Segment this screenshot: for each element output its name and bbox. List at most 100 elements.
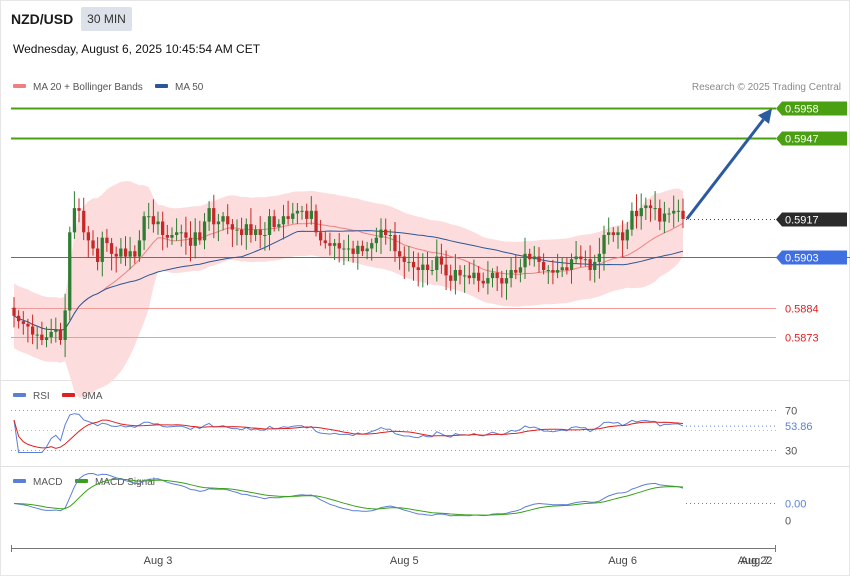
candle	[109, 238, 114, 271]
level-tags: 0.5958 0.5947 0.5917 0.5903 0.5884 0.5873	[776, 101, 847, 345]
rsi-ma-line	[13, 419, 684, 449]
candle-body	[546, 270, 550, 271]
candle	[439, 243, 444, 274]
candle	[156, 211, 160, 235]
candle	[267, 209, 272, 251]
candle	[416, 252, 420, 287]
candle-body	[616, 232, 620, 235]
date-label: Aug 6	[608, 555, 637, 567]
candle-body	[393, 235, 397, 252]
timeframe-badge[interactable]	[81, 7, 132, 31]
candle-body	[105, 237, 109, 244]
candle	[86, 226, 90, 258]
candle-body	[82, 210, 86, 233]
candle-body	[583, 259, 588, 261]
macd-value-label: 0.00	[785, 499, 806, 511]
candle-body	[77, 208, 81, 211]
candle	[667, 207, 671, 223]
candle	[611, 227, 615, 242]
candle-body	[300, 210, 304, 212]
candle	[142, 211, 146, 250]
legend-label-macd-signal: MACD Signal	[95, 477, 155, 488]
candle	[630, 202, 634, 236]
candle-body	[147, 216, 151, 218]
candle	[500, 270, 504, 298]
candle	[212, 194, 216, 239]
candle-body	[295, 210, 300, 214]
candle	[644, 197, 648, 220]
candle	[96, 237, 100, 271]
candle-body	[625, 229, 629, 241]
candle	[77, 198, 81, 223]
candle-body	[472, 272, 476, 279]
candle-body	[681, 210, 685, 219]
candle-body	[58, 329, 63, 340]
candle	[114, 246, 118, 273]
candle	[105, 228, 109, 252]
candle	[119, 238, 123, 264]
candle-body	[244, 224, 248, 235]
candle	[309, 196, 313, 225]
level-tag-label: 0.5958	[785, 104, 819, 116]
level-tag-resistance	[776, 101, 847, 116]
candle	[31, 314, 35, 345]
bollinger-band-fill	[14, 181, 683, 398]
legend-label-rsi-ma: 9MA	[82, 391, 103, 402]
candle-body	[216, 221, 221, 225]
candle	[82, 197, 86, 241]
candle-body	[574, 256, 578, 260]
rsi-ref-label: 30	[785, 446, 797, 458]
candle	[123, 236, 128, 266]
candle	[179, 224, 183, 247]
candle-body	[365, 248, 369, 252]
candle-body	[12, 307, 16, 316]
candle-body	[44, 337, 49, 340]
candle-body	[653, 208, 657, 210]
level-tag-resistance	[776, 131, 847, 146]
candle-body	[319, 232, 323, 241]
candle	[490, 268, 495, 288]
candle-body	[523, 253, 527, 268]
candle-body	[198, 232, 202, 241]
candle-body	[221, 216, 225, 222]
rsi-current-value: 53.86	[785, 421, 813, 433]
candle-body	[477, 272, 481, 281]
candle-body	[202, 221, 207, 241]
candle	[398, 234, 402, 270]
candle	[402, 246, 406, 279]
legend-label-ma20: MA 20 + Bollinger Bands	[33, 82, 143, 93]
macd-zero-label: 0	[785, 516, 791, 528]
candle-body	[379, 229, 383, 238]
candle	[379, 218, 383, 254]
candle	[555, 253, 560, 279]
candle-body	[114, 253, 118, 257]
candle-body	[240, 229, 244, 235]
candle-body	[542, 261, 546, 270]
candle-body	[328, 243, 332, 246]
candle-body	[532, 256, 536, 260]
candle-body	[26, 323, 30, 327]
candle-body	[86, 232, 90, 241]
candle	[188, 221, 193, 262]
candle	[346, 234, 351, 262]
candle	[244, 218, 248, 250]
candle-body	[407, 261, 411, 263]
candle-body	[593, 261, 597, 270]
candle-body	[351, 248, 355, 254]
candle-body	[263, 235, 267, 236]
candle	[388, 229, 392, 252]
candle-body	[123, 248, 128, 257]
candle	[240, 217, 244, 246]
candle-body	[346, 248, 351, 250]
candle-body	[165, 235, 169, 238]
level-label-support: 0.5884	[785, 304, 819, 316]
candle-body	[184, 232, 188, 238]
candle-body	[611, 232, 615, 235]
candle	[411, 251, 416, 281]
candle	[291, 202, 295, 224]
candle-body	[449, 275, 453, 281]
candle-body	[648, 205, 653, 209]
forecast-arrow-head	[757, 108, 772, 124]
candle	[49, 318, 53, 344]
candle	[337, 233, 341, 263]
